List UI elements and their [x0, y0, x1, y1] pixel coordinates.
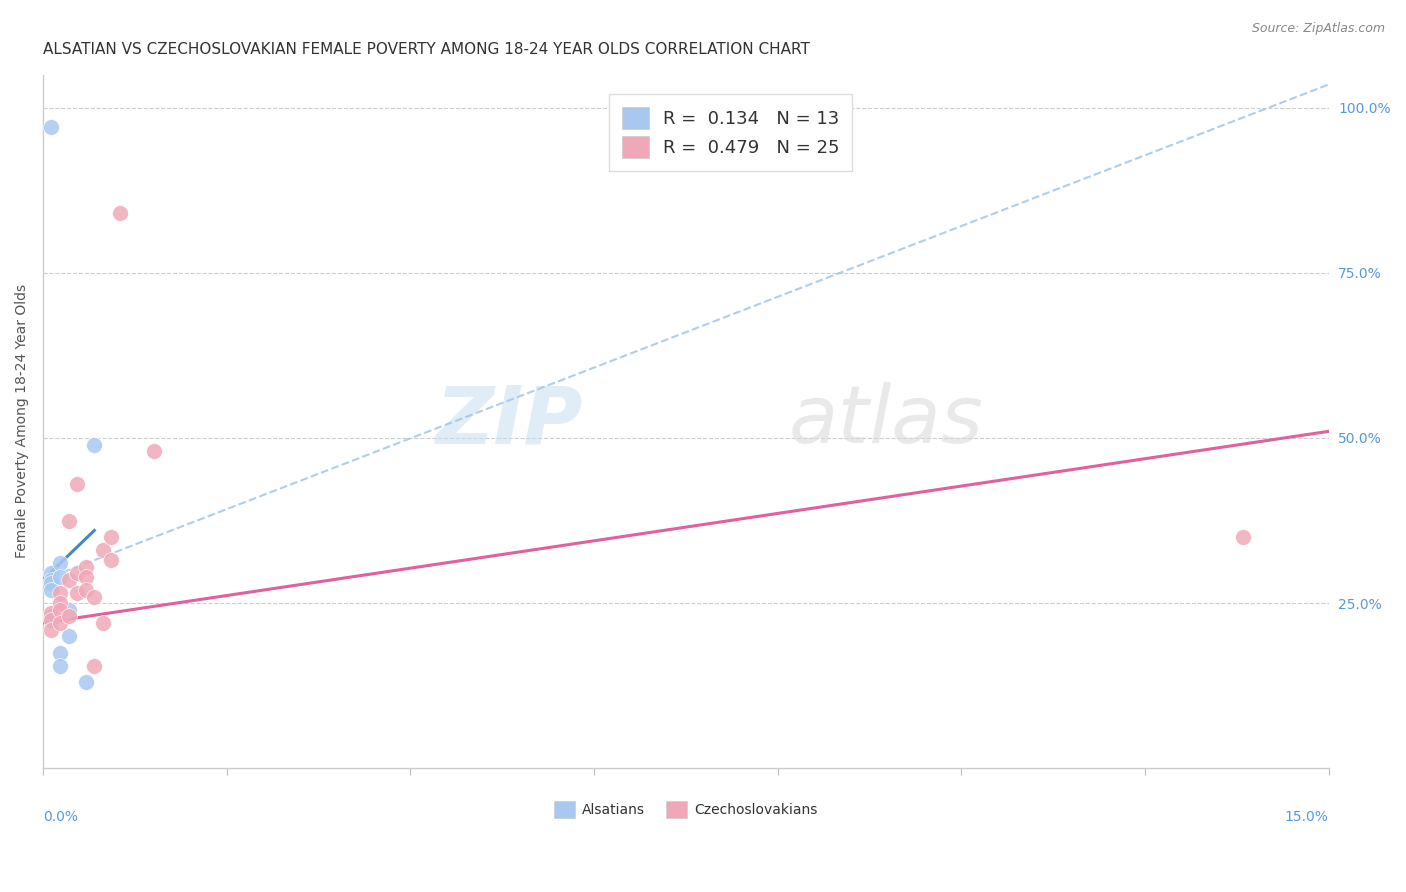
Point — [58, 603, 80, 617]
Point — [108, 206, 131, 220]
Point — [41, 613, 63, 627]
Point — [49, 586, 72, 600]
Point — [100, 553, 122, 567]
Text: 15.0%: 15.0% — [1285, 810, 1329, 824]
Point — [58, 573, 80, 587]
Point — [49, 603, 72, 617]
Point — [41, 120, 63, 135]
Point — [75, 675, 97, 690]
Text: atlas: atlas — [789, 383, 983, 460]
Text: 0.0%: 0.0% — [44, 810, 77, 824]
Point — [91, 543, 114, 558]
Point — [75, 559, 97, 574]
Point — [49, 596, 72, 610]
Text: ZIP: ZIP — [436, 383, 583, 460]
Point — [41, 623, 63, 637]
Point — [83, 437, 105, 451]
Point — [58, 629, 80, 643]
Point — [66, 477, 89, 491]
Point — [1232, 530, 1254, 544]
Y-axis label: Female Poverty Among 18-24 Year Olds: Female Poverty Among 18-24 Year Olds — [15, 285, 30, 558]
Point — [41, 566, 63, 581]
Point — [49, 570, 72, 584]
Point — [41, 573, 63, 587]
Point — [143, 444, 166, 458]
Text: ALSATIAN VS CZECHOSLOVAKIAN FEMALE POVERTY AMONG 18-24 YEAR OLDS CORRELATION CHA: ALSATIAN VS CZECHOSLOVAKIAN FEMALE POVER… — [44, 42, 810, 57]
Point — [41, 606, 63, 620]
Point — [49, 658, 72, 673]
Point — [75, 570, 97, 584]
Point — [41, 576, 63, 591]
Point — [49, 615, 72, 630]
Point — [49, 557, 72, 571]
Point — [66, 566, 89, 581]
Point — [100, 530, 122, 544]
Point — [49, 646, 72, 660]
Point — [41, 609, 63, 624]
Point — [41, 582, 63, 597]
Point — [83, 590, 105, 604]
Point — [91, 615, 114, 630]
Point — [83, 658, 105, 673]
Text: Source: ZipAtlas.com: Source: ZipAtlas.com — [1251, 22, 1385, 36]
Point — [66, 586, 89, 600]
Legend: Alsatians, Czechoslovakians: Alsatians, Czechoslovakians — [548, 796, 823, 823]
Point — [58, 514, 80, 528]
Point — [58, 609, 80, 624]
Point — [75, 582, 97, 597]
